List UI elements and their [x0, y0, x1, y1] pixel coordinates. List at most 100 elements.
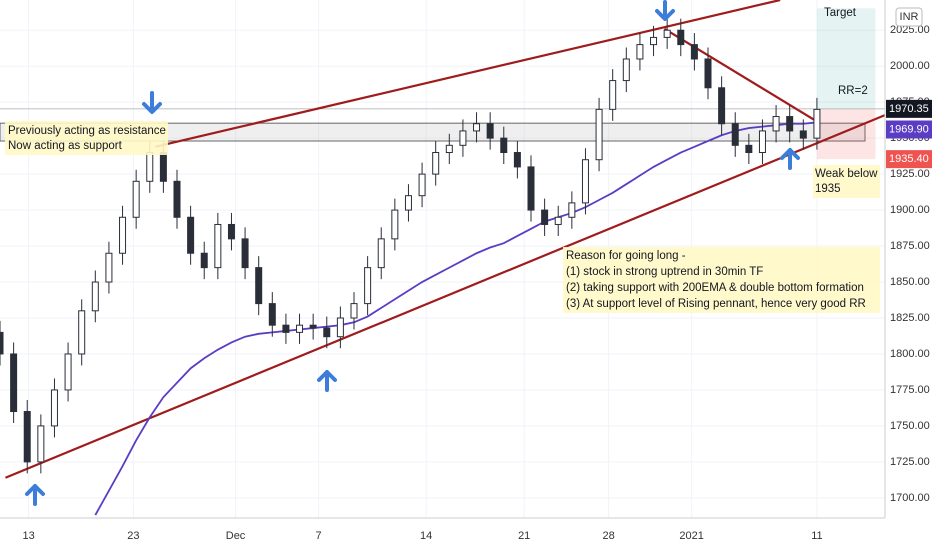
note-text: Reason for going long - — [566, 250, 686, 262]
y-tick-label: 1800.00 — [890, 348, 930, 360]
candle-body — [91, 281, 99, 312]
plot-marks — [0, 0, 885, 516]
x-tick-label: 23 — [127, 530, 139, 542]
y-tick-label: 1850.00 — [890, 276, 930, 288]
note-text: Previously acting as resistance — [8, 125, 166, 137]
candle-body — [23, 411, 31, 463]
candle-body — [214, 223, 222, 269]
arrow-down — [655, 0, 675, 21]
candle-body — [500, 137, 508, 154]
candle-body — [377, 238, 385, 269]
candle-body — [704, 58, 712, 89]
candle-body — [37, 425, 45, 463]
candle-body — [595, 108, 603, 161]
candle-body — [718, 87, 726, 125]
y-tick-label: 1875.00 — [890, 240, 930, 252]
candle-body — [663, 29, 671, 38]
candle-body — [690, 44, 698, 60]
candle-body — [786, 116, 794, 132]
note-text: Now acting as support — [8, 140, 123, 152]
candle-body — [813, 108, 821, 139]
stop-zone — [816, 108, 876, 160]
x-tick-label: 2021 — [679, 530, 703, 542]
y-axis-bg — [885, 0, 932, 550]
candle-body — [78, 310, 86, 355]
candle-body — [323, 327, 331, 338]
ema-price: 1969.90 — [889, 123, 929, 135]
candle-body — [132, 180, 140, 218]
candle-body — [609, 80, 617, 110]
candle-body — [404, 195, 412, 211]
y-tick-label: 2025.00 — [890, 24, 930, 36]
entry-price: 1970.35 — [889, 103, 929, 115]
x-tick-label: 28 — [602, 530, 614, 542]
candle-body — [581, 159, 589, 204]
candle-body — [432, 152, 440, 175]
x-tick-label: 21 — [518, 530, 530, 542]
candle-body — [486, 123, 494, 139]
candle-body — [554, 216, 562, 225]
target-label: Target — [824, 7, 857, 19]
candle-body — [227, 223, 235, 240]
arrow-up — [25, 484, 45, 506]
y-tick-label: 1725.00 — [890, 456, 930, 468]
candle-body — [622, 58, 630, 82]
candle-body — [473, 123, 481, 132]
candle-body — [296, 324, 304, 333]
y-tick-label: 1775.00 — [890, 384, 930, 396]
arrow-down — [142, 91, 162, 114]
note-text: (3) At support level of Rising pennant, … — [566, 298, 866, 310]
stop-price: 1935.40 — [889, 153, 929, 165]
y-tick-label: 1700.00 — [890, 492, 930, 504]
notes: Previously acting as resistance Now acti… — [5, 0, 923, 506]
arrow-up — [780, 148, 800, 170]
target-zone — [816, 8, 876, 109]
trendline — [5, 114, 885, 479]
y-tick-label: 2000.00 — [890, 60, 930, 72]
candle-body — [309, 324, 317, 329]
note-text: 1935 — [815, 183, 841, 195]
candle-body — [159, 152, 167, 182]
candle-body — [459, 130, 467, 146]
y-tick-label: 1925.00 — [890, 168, 930, 180]
trendline — [663, 27, 819, 124]
candle-body — [336, 317, 344, 338]
candle-body — [745, 144, 753, 154]
x-tick-label: 7 — [316, 530, 322, 542]
candle-body — [391, 209, 399, 240]
candle-body — [758, 130, 766, 154]
trendline — [154, 0, 781, 148]
candle-body — [255, 267, 263, 305]
arrow-up — [317, 370, 337, 392]
support-zone — [0, 122, 866, 142]
candle-body — [541, 209, 549, 225]
candle-body — [200, 252, 208, 269]
currency-box — [895, 7, 923, 27]
candle-body — [513, 152, 521, 168]
entry-price-bg — [886, 99, 932, 118]
note-box — [5, 121, 168, 155]
candle-body — [568, 202, 576, 218]
ema-price-bg — [886, 120, 932, 139]
candle-body — [173, 180, 181, 218]
candle-body — [10, 353, 18, 413]
x-tick-label: Dec — [226, 530, 246, 542]
note-text: (2) taking support with 200EMA & double … — [566, 282, 864, 294]
candle-body — [282, 324, 290, 333]
candle-body — [418, 173, 426, 197]
candle-body — [50, 389, 58, 427]
candle-body — [268, 303, 276, 326]
currency: INR — [900, 11, 919, 23]
candle-body — [636, 44, 644, 60]
candle-body — [241, 238, 249, 269]
ema-line — [94, 121, 818, 516]
y-tick-label: 1900.00 — [890, 204, 930, 216]
note-text: (1) stock in strong uptrend in 30min TF — [566, 266, 763, 278]
candle-body — [350, 303, 358, 319]
y-tick-label: 1825.00 — [890, 312, 930, 324]
y-tick-label: 1750.00 — [890, 420, 930, 432]
note-text: Weak below — [815, 168, 878, 180]
x-tick-label: 14 — [420, 530, 432, 542]
